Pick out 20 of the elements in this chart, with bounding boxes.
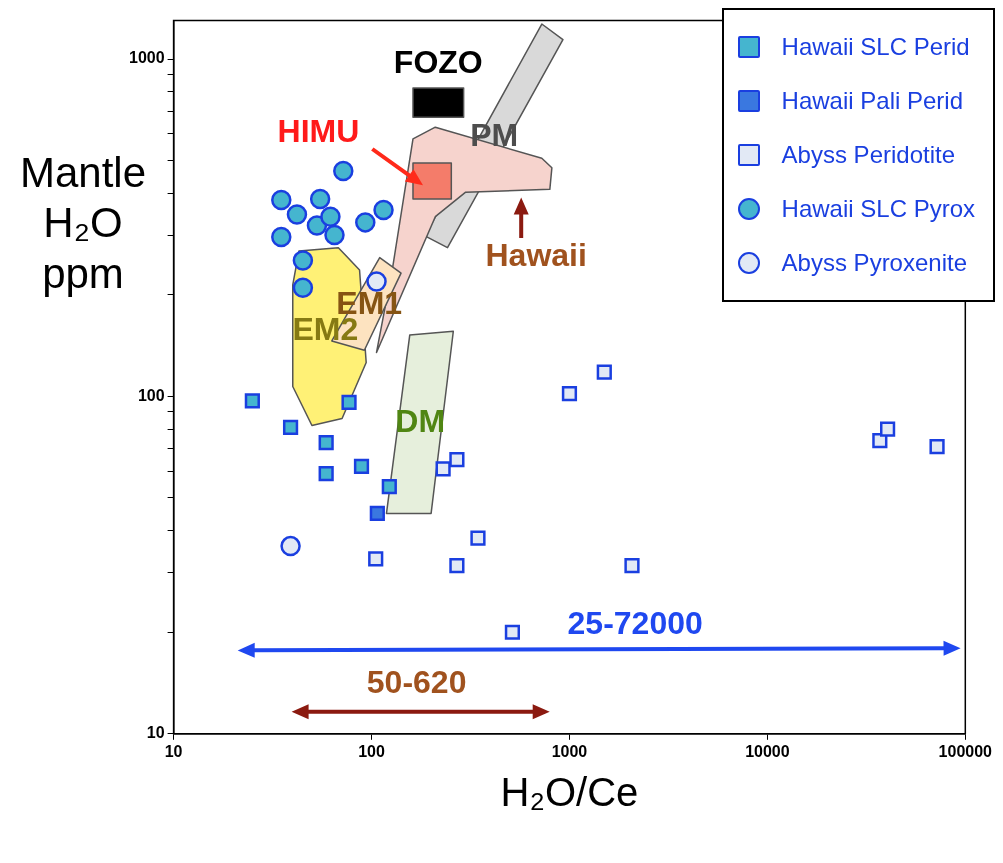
annotation: 50-620 <box>366 663 467 701</box>
legend-label: Abyss Pyroxenite <box>781 249 968 277</box>
legend-label: Hawaii SLC Pyrox <box>781 195 975 223</box>
annotation: 25-72000 <box>567 604 703 642</box>
x-tick-label: 1000 <box>551 742 588 760</box>
x-axis-title: H₂O/Ce <box>500 770 639 815</box>
x-tick-label: 100 <box>358 742 385 760</box>
legend-label: Hawaii Pali Perid <box>781 87 963 115</box>
y-tick-label: 100 <box>137 386 165 404</box>
annotation: HIMU <box>277 112 360 150</box>
legend-label: Abyss Peridotite <box>781 141 956 169</box>
y-axis-title: Mantle H₂O ppm <box>18 148 148 299</box>
legend-label: Hawaii SLC Perid <box>781 33 970 61</box>
y-tick-label: 1000 <box>129 49 165 67</box>
annotation: Hawaii <box>485 236 587 274</box>
y-tick-label: 10 <box>146 724 165 742</box>
x-tick-label: 100000 <box>938 742 993 760</box>
x-tick-label: 10000 <box>745 742 790 760</box>
series-label: FOZO <box>393 43 483 80</box>
x-tick-label: 10 <box>164 742 183 760</box>
